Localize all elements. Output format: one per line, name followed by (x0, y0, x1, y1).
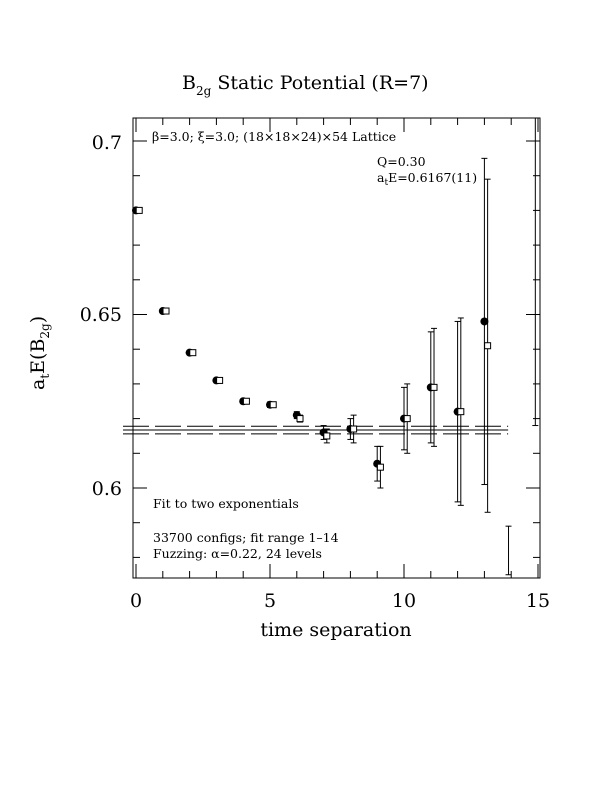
chart-title: B2g Static Potential (R=7) (182, 72, 429, 98)
configs-label: 33700 configs; fit range 1–14 (153, 530, 339, 545)
data-marks (132, 118, 539, 576)
fit-band (123, 425, 509, 435)
plot-frame (132, 117, 541, 579)
title-main: B (182, 72, 196, 94)
title-rest: Static Potential (R=7) (211, 72, 428, 94)
x-tick-label: 5 (264, 590, 276, 612)
x-tick-label: 15 (526, 590, 550, 612)
ticks (133, 118, 540, 578)
data-point-circle (480, 317, 489, 326)
x-axis-label: time separation (260, 619, 411, 641)
data-point-square (430, 383, 438, 391)
data-point-square (376, 463, 384, 471)
q-label: Q=0.30 (377, 154, 426, 169)
y-tick-label: 0.7 (92, 132, 122, 154)
title-subscript: 2g (196, 84, 212, 98)
y-axis-label: atE(B2g) (27, 316, 52, 390)
fit-label: Fit to two exponentials (153, 496, 299, 511)
data-point-square (162, 307, 170, 315)
data-point-square (269, 401, 277, 409)
data-point-square (403, 415, 411, 423)
lattice-note: β=3.0; ξ=3.0; (18×18×24)×54 Lattice (152, 129, 396, 144)
data-point-square (350, 425, 358, 433)
data-point-square (484, 342, 492, 350)
data-point-square (457, 408, 465, 416)
data-point-square (216, 376, 224, 384)
data-point-square (323, 432, 331, 440)
y-tick-label: 0.6 (92, 478, 122, 500)
x-tick-label: 0 (130, 590, 142, 612)
data-point-square (296, 415, 304, 423)
x-tick-label: 10 (392, 590, 416, 612)
data-point-square (135, 206, 143, 214)
energy-label: atE=0.6167(11) (377, 170, 477, 188)
fuzzing-label: Fuzzing: α=0.22, 24 levels (153, 546, 322, 561)
data-point-square (189, 349, 197, 357)
data-point-square (242, 397, 250, 405)
y-tick-label: 0.65 (80, 304, 122, 326)
